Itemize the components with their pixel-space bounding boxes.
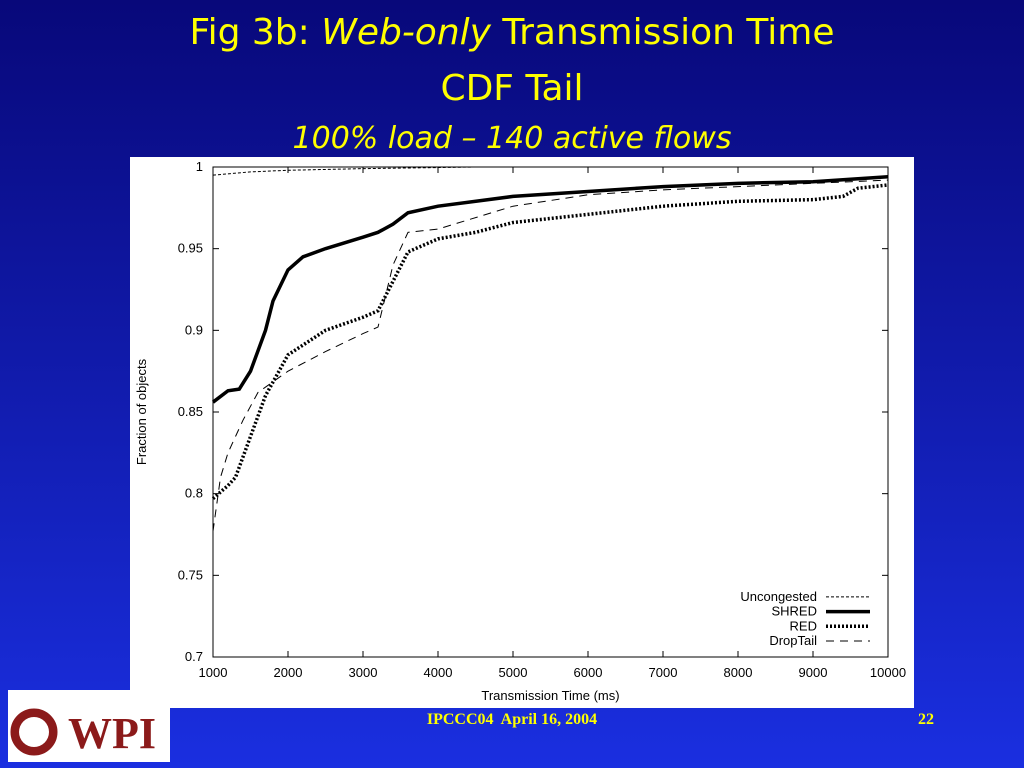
- title-part: Fig 3b:: [189, 12, 309, 53]
- x-tick-label: 8000: [724, 665, 753, 680]
- y-tick-label: 0.7: [185, 649, 203, 664]
- title-part: Transmission Time: [501, 12, 834, 53]
- chart-panel: [130, 157, 914, 708]
- x-axis-label: Transmission Time (ms): [481, 688, 619, 703]
- x-tick-label: 2000: [274, 665, 303, 680]
- title-part: Web-only: [321, 12, 491, 53]
- x-tick-label: 4000: [424, 665, 453, 680]
- slide-title: Fig 3b: Web-only Transmission Time: [189, 12, 834, 53]
- series-line: [211, 175, 889, 404]
- x-tick-label: 10000: [870, 665, 906, 680]
- series-line: [212, 166, 476, 176]
- x-tick-label: 5000: [499, 665, 528, 680]
- legend-label: SHRED: [771, 604, 817, 619]
- y-tick-label: 0.8: [185, 486, 203, 501]
- y-tick-label: 0.85: [178, 404, 203, 419]
- series-line: [211, 183, 889, 500]
- page-number: 22: [918, 711, 934, 728]
- y-tick-label: 0.9: [185, 322, 203, 337]
- slide-subtitle: 100% load – 140 active flows: [293, 121, 732, 156]
- footer: IPCCC04 April 16, 2004: [427, 711, 597, 728]
- logo-text: WPI: [68, 709, 156, 758]
- legend-label: RED: [790, 618, 817, 633]
- y-axis-label: Fraction of objects: [134, 358, 149, 465]
- y-tick-label: 0.95: [178, 241, 203, 256]
- x-tick-label: 6000: [574, 665, 603, 680]
- x-tick-label: 3000: [349, 665, 378, 680]
- chart: 0.7 0.75 0.8 0.85 0.9 0.95 1 1000 2000 3000 4000 50…: [134, 159, 906, 703]
- x-tick-label: 9000: [799, 665, 828, 680]
- x-tick-label: 1000: [199, 665, 228, 680]
- x-tick-label: 7000: [649, 665, 678, 680]
- slide-title-line2: CDF Tail: [440, 68, 583, 109]
- y-tick-label: 0.75: [178, 567, 203, 582]
- y-tick-label: 1: [196, 159, 203, 174]
- logo-seal-inner: [19, 717, 49, 747]
- legend-label: DropTail: [769, 633, 817, 648]
- legend-label: Uncongested: [740, 589, 817, 604]
